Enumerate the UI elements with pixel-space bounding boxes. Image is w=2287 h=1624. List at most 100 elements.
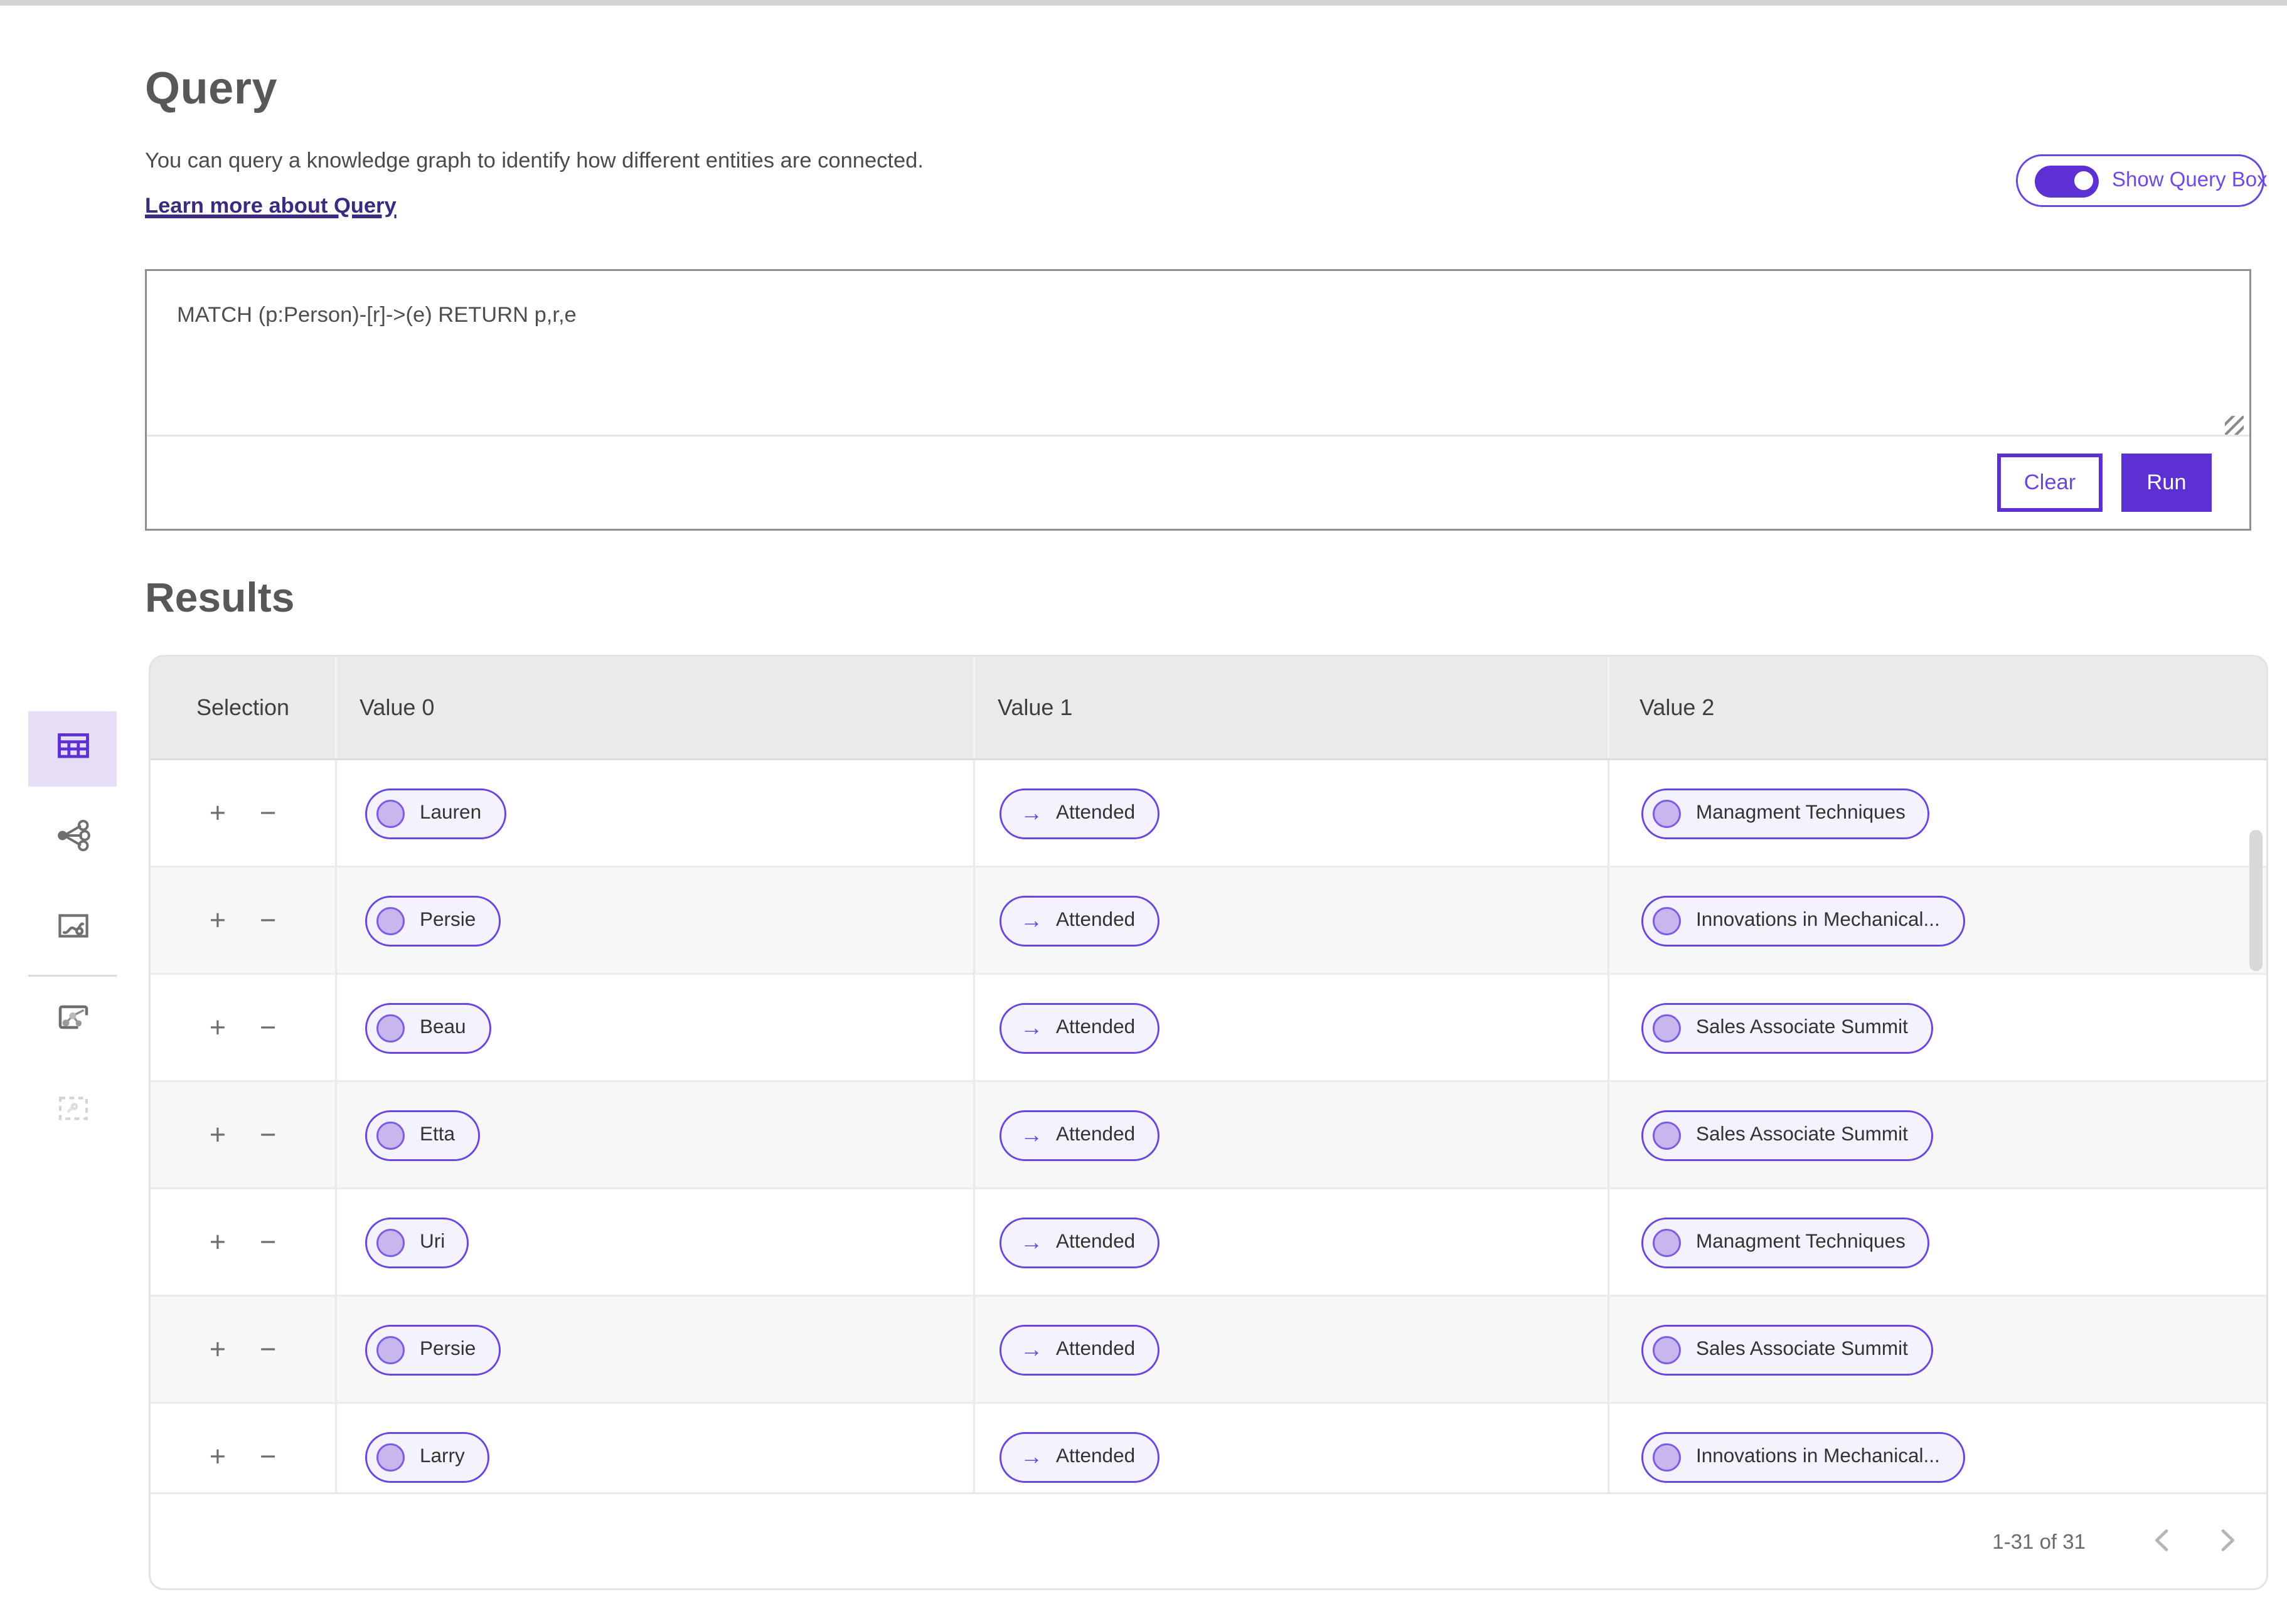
node-circle-icon [376,1013,405,1042]
value0-cell: Beau [337,975,975,1080]
sidebar-item-graph-view[interactable] [28,802,117,877]
toggle-knob [2069,167,2096,194]
sidebar-item-table-view[interactable] [28,711,117,787]
node-pill[interactable]: Innovations in Mechanical... [1641,894,1964,946]
table-footer: 1-31 of 31 [151,1492,2266,1588]
value2-cell: Innovations in Mechanical... [1609,868,2266,973]
clear-button[interactable]: Clear [1997,454,2103,512]
node-circle-icon [376,1120,405,1149]
remove-selection-button[interactable]: − [256,1010,280,1046]
node-circle-icon [376,1335,405,1364]
edge-arrow-icon: → [1020,1443,1043,1470]
remove-selection-button[interactable]: − [256,1117,280,1153]
selection-cell: + − [151,760,337,866]
toggle-switch-icon[interactable] [2035,164,2099,197]
edge-arrow-icon: → [1020,1014,1043,1041]
table-row: + − Larry → Attended Innovations in Mech… [151,1404,2266,1492]
node-label: Uri [420,1231,445,1253]
query-editor-footer: Clear Run [147,435,2249,529]
node-label: Innovations in Mechanical... [1696,909,1940,931]
edge-pill[interactable]: → Attended [1000,1002,1160,1053]
node-pill[interactable]: Managment Techniques [1641,1216,1930,1268]
node-pill[interactable]: Lauren [365,787,506,839]
next-page-button[interactable] [2212,1520,2244,1565]
edge-pill[interactable]: → Attended [1000,1431,1160,1482]
edge-label: Attended [1056,802,1136,824]
table-header-row: Selection Value 0 Value 1 Value 2 [151,657,2266,760]
selection-cell: + − [151,1297,337,1402]
vertical-scrollbar[interactable] [2249,830,2263,971]
node-label: Persie [420,1338,476,1361]
table-row: + − Uri → Attended Managment Techniques [151,1189,2266,1297]
node-label: Persie [420,909,476,931]
node-circle-icon [1653,1013,1681,1042]
node-circle-icon [376,799,405,827]
node-pill[interactable]: Sales Associate Summit [1641,1002,1932,1053]
remove-selection-button[interactable]: − [256,1224,280,1260]
window-top-edge [0,0,2287,6]
table-row: + − Lauren → Attended Managment Techniqu… [151,760,2266,868]
node-label: Sales Associate Summit [1696,1123,1908,1146]
node-pill[interactable]: Uri [365,1216,470,1268]
learn-more-link[interactable]: Learn more about Query [145,196,397,218]
node-pill[interactable]: Persie [365,894,501,946]
page-title: Query [145,64,278,115]
node-label: Larry [420,1445,465,1468]
add-selection-button[interactable]: + [206,1332,230,1367]
add-selection-button[interactable]: + [206,1117,230,1153]
node-pill[interactable]: Sales Associate Summit [1641,1109,1932,1160]
node-pill[interactable]: Sales Associate Summit [1641,1324,1932,1375]
show-query-box-toggle[interactable]: Show Query Box [2016,154,2268,207]
remove-selection-button[interactable]: − [256,903,280,938]
node-label: Etta [420,1123,456,1146]
remove-selection-button[interactable]: − [256,1439,280,1475]
edge-pill[interactable]: → Attended [1000,787,1160,839]
query-input[interactable]: MATCH (p:Person)-[r]->(e) RETURN p,r,e [147,271,2249,437]
run-button[interactable]: Run [2121,454,2212,512]
value1-cell: → Attended [975,1404,1609,1492]
remove-selection-button[interactable]: − [256,795,280,831]
add-selection-button[interactable]: + [206,903,230,938]
value0-cell: Etta [337,1082,975,1187]
remove-selection-button[interactable]: − [256,1332,280,1367]
edge-label: Attended [1056,1016,1136,1039]
edge-arrow-icon: → [1020,1122,1043,1148]
value0-cell: Persie [337,868,975,973]
add-selection-button[interactable]: + [206,1439,230,1475]
value1-cell: → Attended [975,760,1609,866]
sidebar-item-chart-view[interactable] [28,892,117,967]
value0-cell: Uri [337,1189,975,1295]
value2-cell: Managment Techniques [1609,1189,2266,1295]
chevron-left-icon [2153,1527,2170,1558]
node-pill[interactable]: Persie [365,1324,501,1375]
node-pill[interactable]: Beau [365,1002,491,1053]
node-pill[interactable]: Innovations in Mechanical... [1641,1431,1964,1482]
textarea-resize-handle[interactable] [2225,416,2244,435]
node-label: Sales Associate Summit [1696,1338,1908,1361]
table-icon [54,726,92,773]
node-pill[interactable]: Etta [365,1109,480,1160]
selection-cell: + − [151,868,337,973]
node-circle-icon [1653,1442,1681,1471]
sidebar-item-empty-selection-view[interactable] [28,1075,117,1150]
value2-cell: Innovations in Mechanical... [1609,1404,2266,1492]
edge-pill[interactable]: → Attended [1000,1109,1160,1160]
node-pill[interactable]: Larry [365,1431,489,1482]
value1-cell: → Attended [975,1082,1609,1187]
add-selection-button[interactable]: + [206,795,230,831]
add-selection-button[interactable]: + [206,1010,230,1046]
toggle-label: Show Query Box [2112,169,2268,192]
node-label: Managment Techniques [1696,1231,1906,1253]
edge-label: Attended [1056,1338,1136,1361]
edge-label: Attended [1056,1123,1136,1146]
node-pill[interactable]: Managment Techniques [1641,787,1930,839]
add-selection-button[interactable]: + [206,1224,230,1260]
sidebar-divider [28,975,117,977]
edge-pill[interactable]: → Attended [1000,894,1160,946]
query-editor: MATCH (p:Person)-[r]->(e) RETURN p,r,e C… [145,269,2251,531]
previous-page-button[interactable] [2146,1520,2178,1565]
edge-pill[interactable]: → Attended [1000,1324,1160,1375]
sidebar-item-export-graph-view[interactable] [28,984,117,1059]
edge-pill[interactable]: → Attended [1000,1216,1160,1268]
